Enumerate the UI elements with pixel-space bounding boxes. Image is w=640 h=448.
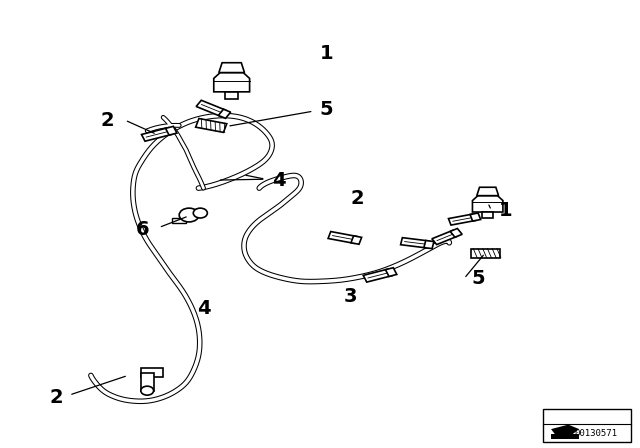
Polygon shape (432, 230, 458, 245)
Text: 5: 5 (319, 100, 333, 119)
Text: 4: 4 (196, 299, 211, 318)
Text: 2: 2 (100, 112, 115, 130)
Polygon shape (551, 425, 579, 435)
Polygon shape (218, 109, 230, 118)
Text: 1: 1 (499, 201, 513, 220)
Text: 00130571: 00130571 (574, 429, 617, 438)
Polygon shape (477, 187, 499, 196)
Polygon shape (166, 126, 177, 135)
Polygon shape (141, 373, 154, 391)
Text: 4: 4 (271, 171, 285, 190)
Text: 3: 3 (344, 287, 358, 306)
Polygon shape (449, 214, 476, 225)
Polygon shape (225, 92, 238, 99)
Text: 2: 2 (49, 388, 63, 407)
Polygon shape (424, 241, 434, 249)
Polygon shape (450, 228, 462, 237)
Polygon shape (471, 249, 499, 258)
Polygon shape (172, 218, 186, 223)
Bar (551, 434, 579, 439)
Circle shape (193, 208, 207, 218)
Polygon shape (141, 128, 172, 141)
Polygon shape (385, 268, 397, 276)
Polygon shape (141, 368, 163, 377)
Polygon shape (364, 269, 392, 282)
Circle shape (141, 386, 154, 395)
Polygon shape (196, 119, 227, 132)
Text: 1: 1 (319, 44, 333, 63)
Text: 5: 5 (472, 269, 486, 288)
Bar (543, 409, 631, 442)
Polygon shape (472, 196, 503, 212)
Polygon shape (328, 232, 356, 243)
Polygon shape (351, 236, 362, 244)
Text: 6: 6 (135, 220, 149, 239)
Text: 2: 2 (350, 189, 364, 207)
Polygon shape (470, 213, 481, 221)
Polygon shape (196, 100, 226, 116)
Circle shape (179, 208, 199, 222)
Polygon shape (214, 73, 250, 92)
Polygon shape (401, 237, 429, 248)
Polygon shape (219, 63, 244, 73)
Polygon shape (483, 212, 493, 218)
